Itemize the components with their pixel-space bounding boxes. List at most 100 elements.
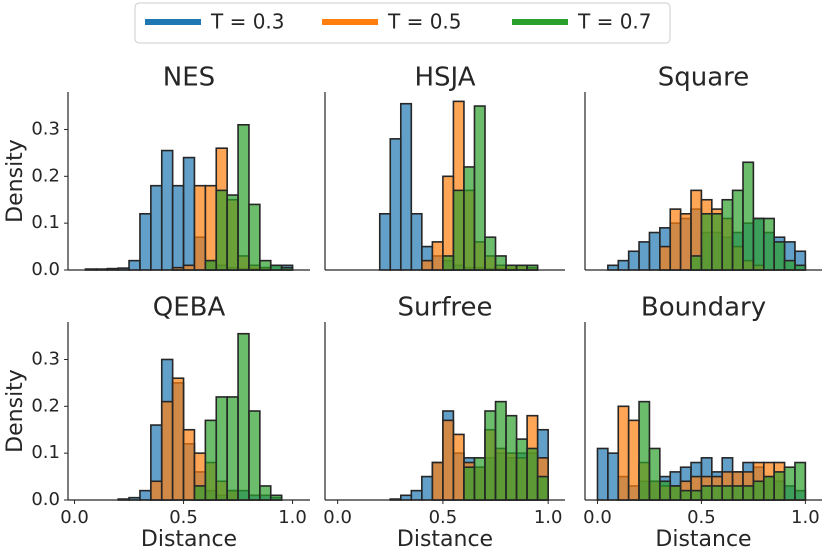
y-axis-label: Density	[3, 139, 28, 223]
bar	[431, 461, 444, 501]
bar	[679, 489, 692, 501]
bar	[431, 241, 444, 271]
bar	[410, 212, 423, 271]
bar	[421, 259, 434, 271]
bar	[226, 396, 239, 501]
bar	[150, 184, 163, 271]
bar	[182, 156, 196, 271]
bar	[762, 217, 775, 271]
y-tick-label: 0.3	[31, 118, 60, 139]
y-tick-label: 0.2	[31, 395, 60, 416]
bar	[700, 485, 713, 501]
subplot-title: QEBA	[153, 293, 226, 323]
bar	[669, 208, 682, 271]
subplot-title: Boundary	[641, 293, 766, 323]
bar	[648, 447, 661, 501]
bar	[659, 480, 672, 501]
x-tick-label: 0.5	[429, 507, 458, 528]
subplot-title: Surfree	[398, 293, 493, 323]
x-tick-label: 0.0	[323, 507, 352, 528]
bar	[193, 485, 207, 501]
bar	[711, 212, 724, 271]
bar	[721, 485, 734, 501]
bar	[237, 123, 250, 271]
bar	[259, 485, 272, 501]
bar	[452, 189, 465, 271]
legend-label: T = 0.7	[577, 10, 652, 34]
bar	[410, 489, 423, 501]
bar	[648, 231, 661, 271]
y-tick-label: 0.1	[31, 212, 60, 233]
x-axis-label: Distance	[397, 527, 493, 552]
bar	[452, 433, 465, 501]
bar	[160, 149, 174, 271]
bar	[762, 475, 775, 501]
bar	[515, 438, 528, 501]
bar	[773, 471, 786, 501]
bar	[607, 452, 620, 501]
bar	[607, 264, 620, 271]
bar	[171, 377, 185, 501]
y-tick-label: 0.1	[31, 442, 60, 463]
bar	[399, 102, 413, 271]
bar	[617, 259, 630, 271]
bar	[182, 264, 196, 271]
bar	[526, 264, 539, 271]
subplot-title: Square	[658, 63, 750, 93]
legend-label: T = 0.5	[387, 10, 462, 34]
legend-box	[134, 2, 671, 44]
bar	[783, 466, 796, 501]
bar	[752, 480, 765, 501]
bar	[237, 332, 250, 501]
x-axis-label: Distance	[141, 527, 237, 552]
bar	[659, 245, 672, 271]
bar	[638, 241, 651, 271]
bar	[473, 105, 486, 271]
bar	[505, 264, 518, 271]
bar	[204, 184, 218, 271]
bar	[617, 405, 630, 501]
bar	[752, 217, 765, 271]
bar	[463, 166, 476, 271]
bar	[269, 494, 283, 501]
bar	[515, 264, 528, 271]
bar	[731, 189, 744, 271]
bar	[248, 410, 261, 501]
subplot-title: NES	[163, 63, 215, 93]
bar	[526, 447, 539, 501]
bar	[473, 457, 486, 501]
bar	[721, 198, 734, 271]
subplot-title: HSJA	[414, 63, 475, 93]
bar	[171, 184, 185, 271]
y-tick-label: 0.0	[31, 259, 60, 280]
bar	[139, 212, 152, 271]
bar	[773, 241, 786, 271]
bar	[259, 259, 272, 271]
y-tick-label: 0.2	[31, 165, 60, 186]
bar	[711, 485, 724, 501]
bar	[596, 447, 609, 501]
x-tick-label: 1.0	[534, 507, 563, 528]
bar	[269, 264, 283, 271]
bar	[463, 466, 476, 501]
bar	[494, 255, 507, 271]
x-tick-label: 1.0	[791, 507, 820, 528]
bar	[690, 489, 703, 501]
bar	[794, 461, 807, 501]
bar	[679, 212, 692, 271]
bar	[215, 396, 228, 501]
bar	[627, 419, 640, 501]
bar	[536, 475, 549, 501]
bar	[182, 428, 196, 501]
bar	[690, 255, 703, 271]
bar	[442, 255, 455, 271]
y-axis-label: Density	[3, 369, 28, 453]
bar	[150, 480, 163, 501]
legend-label: T = 0.3	[210, 10, 285, 34]
bar	[421, 475, 434, 501]
bar	[794, 264, 807, 271]
x-tick-label: 0.5	[687, 507, 716, 528]
bar	[494, 400, 507, 501]
bar	[378, 212, 392, 271]
